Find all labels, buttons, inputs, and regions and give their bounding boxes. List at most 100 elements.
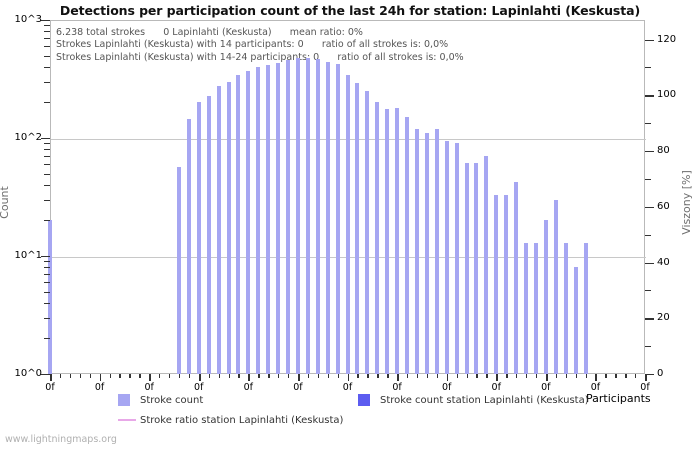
x-axis-tick <box>307 374 310 378</box>
legend-swatch <box>118 394 130 406</box>
x-axis-tick <box>347 374 350 381</box>
x-axis-tick <box>377 374 379 378</box>
y-axis-tick <box>44 143 50 145</box>
y-axis-tick <box>44 220 50 222</box>
chart-title: Detections per participation count of th… <box>59 3 641 18</box>
x-axis-tick <box>208 374 211 378</box>
bar <box>414 128 419 374</box>
y-axis-tick <box>44 274 50 276</box>
bar <box>454 143 459 374</box>
annotation-line-2: Strokes Lapinlahti (Keskusta) with 14 pa… <box>56 39 449 51</box>
bar <box>246 70 251 374</box>
x-axis-tick <box>50 374 52 381</box>
y2-axis-label: 120 <box>657 33 677 45</box>
legend-label: Stroke count <box>140 395 204 406</box>
x-axis-tick <box>605 374 607 378</box>
x-axis-tick <box>357 374 359 378</box>
bar <box>563 242 568 374</box>
bar <box>355 83 360 374</box>
x-axis-tick <box>545 374 548 381</box>
bar <box>335 64 340 374</box>
x-axis-label: 0f <box>144 382 154 393</box>
x-axis-tick <box>89 374 92 378</box>
x-axis-tick <box>218 374 220 378</box>
bar <box>494 194 499 374</box>
y2-axis-label: 80 <box>657 145 670 156</box>
x-axis-tick <box>387 374 389 378</box>
x-axis-tick <box>317 374 320 378</box>
bar <box>424 133 429 374</box>
bar <box>524 242 528 374</box>
x-axis-label: 0f <box>640 382 650 393</box>
bar <box>305 57 310 374</box>
bar <box>196 102 201 374</box>
y-axis-tick <box>44 302 50 304</box>
y-axis-tick <box>44 267 50 269</box>
x-axis-tick <box>535 374 538 378</box>
x-axis-tick <box>278 374 280 378</box>
y-axis-label: 10^2 <box>14 132 42 143</box>
bars-layer <box>48 20 645 374</box>
x-axis-tick <box>625 374 627 378</box>
bar <box>395 107 400 374</box>
y-axis-title: Count <box>0 186 11 219</box>
x-axis-tick <box>268 374 270 378</box>
bar <box>226 81 231 374</box>
y2-axis-tick <box>645 39 654 41</box>
y-axis-tick <box>44 317 50 319</box>
y-axis-tick <box>44 149 50 151</box>
x-axis-tick <box>337 374 339 378</box>
x-axis-tick <box>159 374 161 378</box>
y-axis-tick <box>44 55 50 57</box>
x-axis-tick <box>258 374 260 378</box>
x-axis-tick <box>506 374 508 378</box>
y2-axis-tick <box>645 67 651 69</box>
legend-swatch <box>358 394 370 406</box>
x-axis-tick <box>248 374 251 381</box>
y2-axis-tick <box>645 151 654 153</box>
x-axis-tick <box>516 374 518 378</box>
x-axis-tick <box>367 374 369 378</box>
y-axis-tick <box>41 20 50 22</box>
y2-axis-label: 40 <box>657 256 670 268</box>
x-axis-tick <box>109 374 111 378</box>
y-axis-tick <box>44 173 50 175</box>
x-axis-tick <box>178 374 181 378</box>
legend: Stroke count Stroke count station Lapinla… <box>0 392 700 432</box>
y-axis-tick <box>41 138 50 140</box>
y-axis-tick <box>44 81 50 83</box>
y2-axis-tick <box>645 262 654 264</box>
bar <box>484 156 489 374</box>
x-axis-label: 0f <box>94 382 105 393</box>
bar <box>295 57 300 374</box>
bar <box>186 118 191 374</box>
y-axis-tick <box>44 282 50 284</box>
y2-axis-tick <box>645 290 651 292</box>
bar <box>48 220 52 374</box>
y2-axis-label: 100 <box>657 89 677 101</box>
x-axis-tick <box>456 374 458 378</box>
watermark: www.lightningmaps.org <box>5 434 117 445</box>
annotation-block: 6.238 total strokes 0 Lapinlahti (Keskus… <box>56 27 464 64</box>
bar <box>385 109 390 374</box>
bar <box>573 267 578 374</box>
x-axis-tick <box>565 374 568 378</box>
bar <box>276 63 281 374</box>
x-axis-label: 0f <box>590 382 601 393</box>
bar <box>533 242 538 374</box>
bar <box>583 242 588 374</box>
x-axis-tick <box>426 374 429 378</box>
y2-axis-title: Viszony [%] <box>679 170 693 235</box>
x-axis-tick <box>297 374 300 381</box>
y-axis-tick <box>41 256 50 258</box>
y-axis-tick <box>44 46 50 48</box>
y-axis-label: 10^1 <box>14 250 42 261</box>
x-axis-tick <box>555 374 558 378</box>
bar <box>256 66 261 374</box>
bar <box>543 220 548 374</box>
x-axis-tick <box>169 374 171 378</box>
x-axis-tick <box>198 374 201 381</box>
annotation-line-3: Strokes Lapinlahti (Keskusta) with 14-24… <box>56 51 464 63</box>
x-axis-tick <box>496 374 499 381</box>
